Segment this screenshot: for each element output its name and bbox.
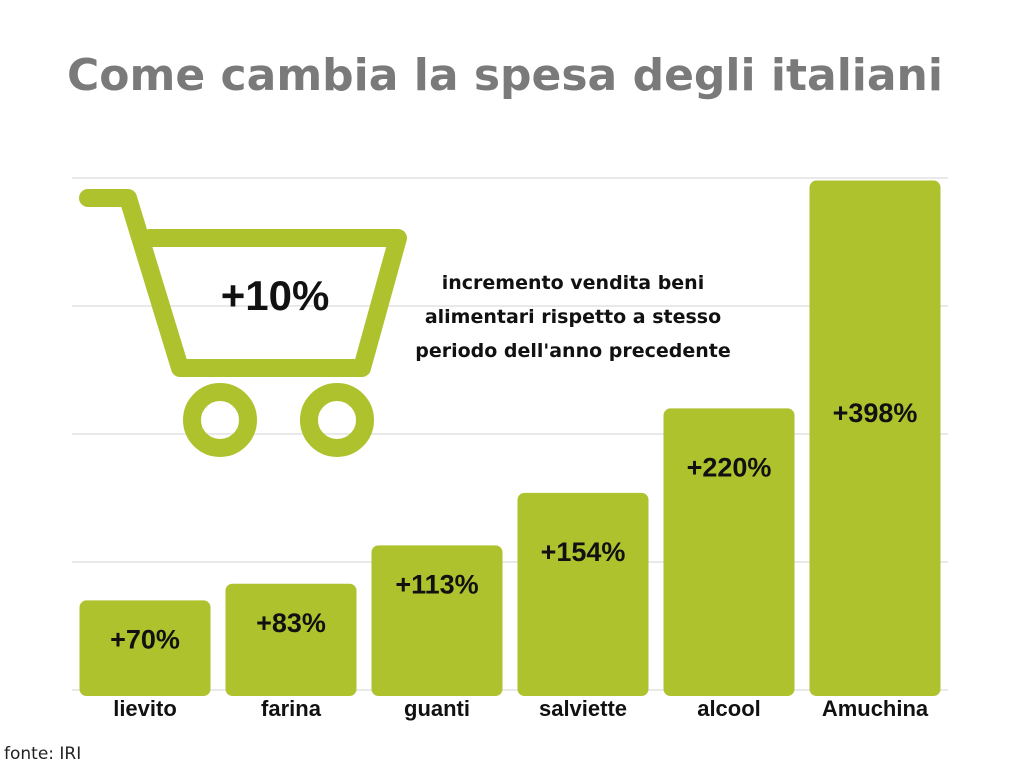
- bar-value-labels: +70% +83% +113% +154% +220% +398%: [110, 398, 917, 655]
- bar-lievito: [79, 600, 211, 696]
- bar-alcool: [663, 408, 795, 696]
- category-label: guanti: [404, 696, 470, 721]
- bar-amuchina: [809, 180, 941, 696]
- callout-line: periodo dell'anno precedente: [415, 340, 731, 362]
- category-label: Amuchina: [822, 696, 929, 721]
- bar-value-label: +70%: [110, 624, 180, 654]
- gridlines: [72, 177, 948, 691]
- category-label: lievito: [113, 696, 177, 721]
- cart-value-label: +10%: [220, 272, 330, 319]
- callout-line: incremento vendita beni: [441, 272, 705, 294]
- bars: [79, 180, 941, 696]
- bar-value-label: +154%: [541, 537, 626, 567]
- bar-value-label: +398%: [833, 398, 918, 428]
- bar-guanti: [371, 545, 503, 696]
- category-label: salviette: [539, 696, 627, 721]
- callout-line: alimentari rispetto a stesso: [424, 306, 722, 328]
- shopping-cart-icon: [79, 189, 407, 457]
- bar-value-label: +220%: [687, 452, 772, 482]
- callout-text: incremento vendita beni alimentari rispe…: [388, 266, 758, 368]
- chart-title: Come cambia la spesa degli italiani: [67, 50, 943, 101]
- bar-value-label: +83%: [256, 608, 326, 638]
- bar-value-label: +113%: [395, 569, 478, 599]
- bar-farina: [225, 583, 357, 696]
- category-label: farina: [261, 696, 322, 721]
- category-label: alcool: [697, 696, 761, 721]
- category-labels: lievito farina guanti salviette alcool Amuchi…: [113, 696, 929, 721]
- source-note: fonte: IRI: [4, 744, 82, 764]
- bar-salviette: [517, 492, 649, 696]
